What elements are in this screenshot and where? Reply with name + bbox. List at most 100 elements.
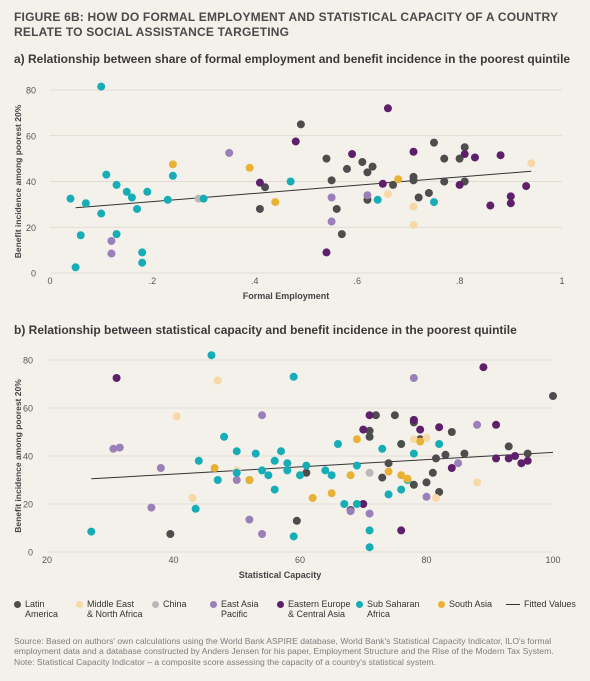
- point-latin-america: [431, 454, 440, 463]
- point-east-asia-pacific: [473, 420, 482, 429]
- point-china: [365, 468, 374, 477]
- point-east-asia-pacific: [147, 503, 156, 512]
- point-sub-saharan-africa: [66, 194, 75, 203]
- chart-b: 0 20 40 60 80 20 40 60 80 100 Statistical Capacity…: [13, 351, 561, 580]
- point-east-asia-pacific: [363, 191, 372, 200]
- point-sub-saharan-africa: [327, 471, 336, 480]
- point-latin-america: [428, 468, 437, 477]
- point-latin-america: [397, 440, 406, 448]
- point-latin-america: [371, 411, 380, 420]
- y-tick-label: 80: [23, 356, 33, 366]
- point-latin-america: [440, 177, 449, 186]
- point-eastern-europe-central-asia: [291, 137, 300, 146]
- legend-label: China: [163, 599, 187, 609]
- x-tick-label: 60: [295, 555, 305, 565]
- point-eastern-europe-central-asia: [409, 147, 418, 156]
- point-sub-saharan-africa: [321, 466, 330, 475]
- point-eastern-europe-central-asia: [409, 416, 418, 424]
- point-latin-america: [337, 230, 346, 239]
- point-eastern-europe-central-asia: [112, 374, 121, 382]
- point-east-asia-pacific: [365, 509, 374, 518]
- point-latin-america: [430, 138, 438, 147]
- x-axis-title: Formal Employment: [243, 291, 330, 301]
- legend-label: Latin America: [25, 599, 59, 619]
- point-latin-america: [363, 168, 372, 177]
- point-sub-saharan-africa: [143, 187, 152, 196]
- point-south-asia: [308, 494, 317, 502]
- point-latin-america: [455, 154, 464, 163]
- point-eastern-europe-central-asia: [470, 153, 479, 162]
- point-eastern-europe-central-asia: [435, 423, 444, 432]
- point-latin-america: [302, 468, 311, 477]
- point-latin-america: [255, 204, 264, 213]
- legend-label: Sub Saharan Africa: [367, 599, 420, 619]
- point-latin-america: [424, 188, 433, 197]
- point-sub-saharan-africa: [430, 198, 438, 207]
- point-sub-saharan-africa: [199, 194, 208, 203]
- point-sub-saharan-africa: [122, 187, 131, 196]
- point-middle-east-north-africa: [473, 478, 482, 487]
- point-latin-america: [409, 176, 418, 185]
- point-sub-saharan-africa: [409, 449, 418, 458]
- point-south-asia: [352, 435, 361, 444]
- chart-a: 0 20 40 60 80 0 .2 .4 .6 .8 1 Formal Employment Bene…: [13, 82, 565, 301]
- x-tick-label: 80: [421, 555, 431, 565]
- point-sub-saharan-africa: [352, 461, 361, 470]
- x-tick-label: .6: [353, 276, 361, 286]
- point-middle-east-north-africa: [213, 376, 222, 385]
- source-note: Source: Based on authors' own calculatio…: [14, 636, 554, 657]
- point-sub-saharan-africa: [283, 466, 292, 475]
- point-south-asia: [394, 175, 403, 184]
- point-middle-east-north-africa: [409, 220, 418, 229]
- point-south-asia: [416, 437, 425, 446]
- point-east-asia-pacific: [109, 444, 118, 453]
- point-sub-saharan-africa: [333, 440, 342, 448]
- point-sub-saharan-africa: [373, 195, 382, 204]
- x-tick-label: 40: [168, 555, 178, 565]
- point-sub-saharan-africa: [138, 258, 147, 267]
- point-eastern-europe-central-asia: [496, 151, 505, 160]
- point-east-asia-pacific: [115, 443, 124, 452]
- point-south-asia: [397, 471, 406, 480]
- legend-dot-swatch: [210, 601, 217, 608]
- point-latin-america: [327, 176, 336, 185]
- point-eastern-europe-central-asia: [447, 464, 456, 472]
- point-middle-east-north-africa: [409, 202, 418, 211]
- point-eastern-europe-central-asia: [506, 199, 515, 208]
- point-sub-saharan-africa: [258, 466, 267, 475]
- point-eastern-europe-central-asia: [492, 420, 501, 429]
- point-latin-america: [460, 143, 469, 152]
- point-latin-america: [342, 164, 351, 173]
- point-sub-saharan-africa: [163, 195, 172, 204]
- point-latin-america: [549, 392, 557, 400]
- point-latin-america: [440, 154, 449, 163]
- point-middle-east-north-africa: [188, 494, 197, 502]
- point-sub-saharan-africa: [232, 447, 241, 456]
- point-latin-america: [296, 120, 305, 129]
- point-south-asia: [327, 489, 336, 498]
- point-east-asia-pacific: [454, 459, 463, 468]
- point-sub-saharan-africa: [270, 485, 279, 494]
- point-latin-america: [384, 459, 393, 468]
- legend-dot-swatch: [14, 601, 21, 608]
- point-latin-america: [435, 488, 444, 496]
- legend-label: Middle East & North Africa: [87, 599, 143, 619]
- point-east-asia-pacific: [258, 530, 267, 538]
- point-middle-east-north-africa: [431, 494, 440, 502]
- x-tick-label: .2: [149, 276, 157, 286]
- point-eastern-europe-central-asia: [522, 182, 531, 191]
- point-eastern-europe-central-asia: [492, 454, 501, 463]
- point-south-asia: [168, 160, 177, 169]
- panel-a-title: a) Relationship between share of formal …: [14, 52, 571, 66]
- point-east-asia-pacific: [422, 492, 431, 501]
- point-sub-saharan-africa: [97, 82, 106, 91]
- point-south-asia: [384, 467, 393, 476]
- point-sub-saharan-africa: [365, 543, 374, 552]
- point-sub-saharan-africa: [365, 526, 374, 535]
- point-sub-saharan-africa: [191, 504, 200, 513]
- fitted-line: [75, 170, 532, 209]
- point-latin-america: [523, 449, 532, 458]
- point-sub-saharan-africa: [302, 461, 311, 470]
- point-sub-saharan-africa: [296, 471, 304, 480]
- point-sub-saharan-africa: [232, 468, 241, 477]
